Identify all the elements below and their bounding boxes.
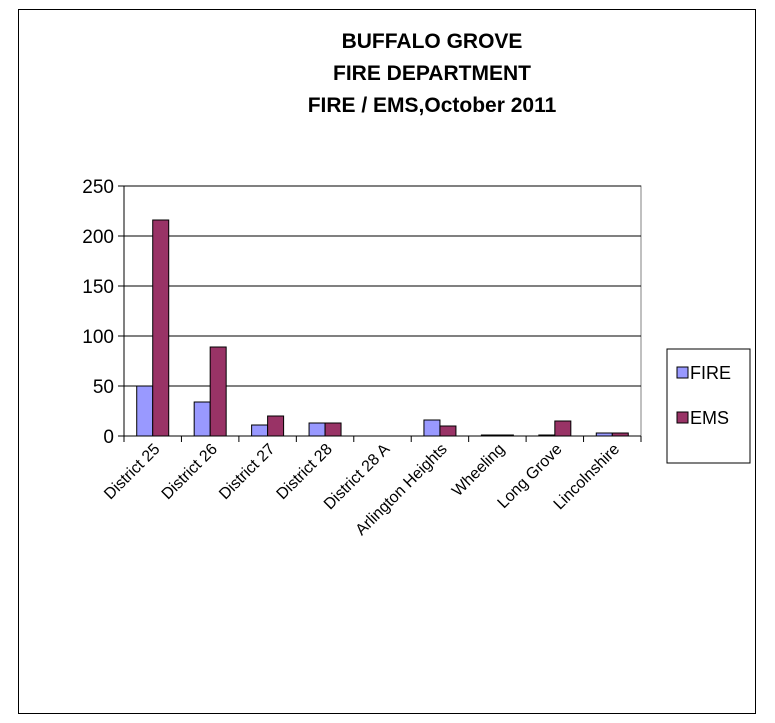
bar-fire-5 [423,419,441,437]
bar-ems-7 [554,420,572,437]
legend-swatch-fire [676,366,689,379]
y-axis: 0 50 100 150 200 250 [82,177,125,448]
y-tick-label: 100 [82,327,114,348]
plot-area [123,185,642,437]
bar-fire-0 [136,385,154,437]
legend-label-fire: FIRE [690,363,731,383]
x-tick-label: District 27 [216,441,278,503]
chart-title-line-2: FIRE DEPARTMENT [333,62,531,85]
y-tick-label: 250 [82,177,114,198]
bar-fire-2 [251,424,269,437]
x-tick-label: District 28 [274,441,336,503]
x-tick-label: District 26 [159,441,221,503]
bar-ems-5 [439,425,457,437]
chart-frame [18,9,756,714]
bar-ems-1 [209,346,227,437]
bar-ems-3 [324,422,342,437]
legend-swatch-ems [676,411,689,424]
legend-label-ems: EMS [690,408,729,428]
y-tick-label: 200 [82,227,114,248]
chart-title-line-3: FIRE / EMS,October 2011 [308,94,557,117]
bar-ems-0 [152,219,170,437]
x-tick-label: District 25 [101,441,163,503]
bar-ems-2 [267,415,285,437]
legend: FIRE EMS [666,348,751,464]
y-tick-label: 50 [93,377,114,398]
x-tick-label: Wheeling [449,441,508,500]
bars [136,219,629,437]
bar-fire-1 [193,401,211,437]
y-tick-label: 150 [82,277,114,298]
gridlines [123,185,642,437]
chart-title: BUFFALO GROVE FIRE DEPARTMENT FIRE / EMS… [308,30,557,117]
y-tick-label: 0 [103,427,114,448]
chart-title-line-1: BUFFALO GROVE [342,30,523,53]
bar-fire-3 [308,422,326,437]
